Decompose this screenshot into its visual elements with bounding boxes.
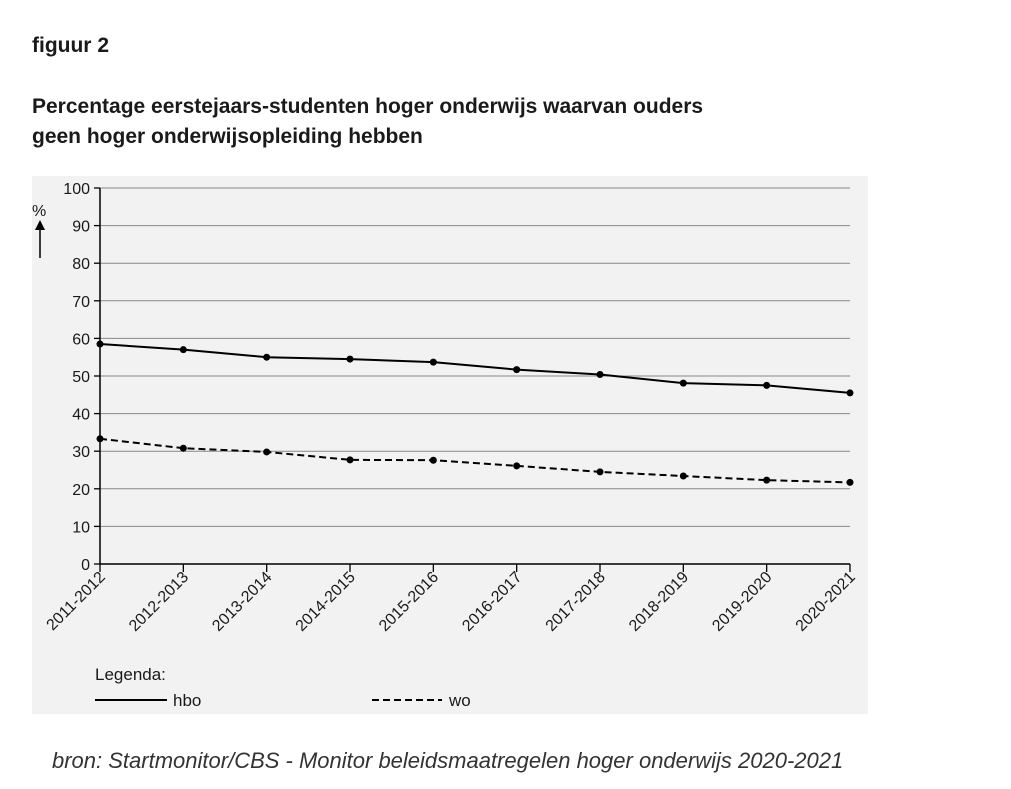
figure-label: figuur 2 xyxy=(32,34,109,57)
data-point-wo-2019-2020 xyxy=(763,476,771,484)
grid-lines xyxy=(100,187,850,527)
data-point-wo-2016-2017 xyxy=(513,462,521,470)
x-tick-labels: 2011-2012 2012-2013 2013-2014 2014-2015 2015… xyxy=(44,569,859,635)
legend-title: Legenda: xyxy=(95,665,166,684)
legend: Legenda: hbo wo xyxy=(95,665,471,710)
chart-title: Percentage eerstejaars-studenten hoger o… xyxy=(32,92,892,152)
x-tick-label-2012-2013: 2012-2013 xyxy=(126,569,192,635)
series-line-hbo xyxy=(99,343,851,394)
y-axis-up-arrow-icon xyxy=(35,220,45,230)
x-tick-label-2017-2018: 2017-2018 xyxy=(543,569,609,635)
legend-wo-label: wo xyxy=(448,691,471,710)
y-tick-label-50: 50 xyxy=(72,369,90,386)
source-note: bron: Startmonitor/CBS - Monitor beleids… xyxy=(52,748,844,773)
y-tick-label-100: 100 xyxy=(63,181,90,198)
data-point-wo-2015-2016 xyxy=(429,456,437,464)
x-tick-label-2014-2015: 2014-2015 xyxy=(293,569,359,635)
data-point-hbo-2012-2013 xyxy=(179,346,187,354)
data-point-hbo-2019-2020 xyxy=(763,381,771,389)
y-tick-label-10: 10 xyxy=(72,519,90,536)
chart-title-line-2: geen hoger onderwijsopleiding hebben xyxy=(32,125,423,148)
data-point-wo-2020-2021 xyxy=(846,478,854,486)
x-tick-label-2016-2017: 2016-2017 xyxy=(459,569,525,635)
legend-hbo-label: hbo xyxy=(173,691,201,710)
y-tick-label-40: 40 xyxy=(72,407,90,424)
data-point-wo-2017-2018 xyxy=(596,468,604,476)
series-lines xyxy=(96,340,854,486)
y-tick-label-90: 90 xyxy=(72,219,90,236)
y-tick-labels: 0 10 20 30 40 50 60 70 80 90 100 xyxy=(63,181,90,574)
data-point-hbo-2017-2018 xyxy=(596,370,604,378)
x-tick-label-2020-2021: 2020-2021 xyxy=(793,569,859,635)
y-tick-label-30: 30 xyxy=(72,444,90,461)
x-tick-label-2018-2019: 2018-2019 xyxy=(626,569,692,635)
data-point-hbo-2014-2015 xyxy=(346,355,354,363)
y-tick-label-20: 20 xyxy=(72,482,90,499)
data-point-hbo-2013-2014 xyxy=(263,353,271,361)
data-point-wo-2013-2014 xyxy=(263,448,271,456)
chart-title-line-1: Percentage eerstejaars-studenten hoger o… xyxy=(32,95,704,118)
data-point-wo-2014-2015 xyxy=(346,456,354,464)
x-tick-label-2015-2016: 2015-2016 xyxy=(376,569,442,635)
x-tick-label-2011-2012: 2011-2012 xyxy=(44,569,109,634)
data-point-hbo-2018-2019 xyxy=(679,379,687,387)
data-point-hbo-2015-2016 xyxy=(429,358,437,366)
x-tick-label-2013-2014: 2013-2014 xyxy=(209,569,275,635)
y-tick-label-0: 0 xyxy=(81,557,90,574)
y-tick-label-70: 70 xyxy=(72,294,90,311)
data-point-wo-2018-2019 xyxy=(679,472,687,480)
y-tick-label-80: 80 xyxy=(72,256,90,273)
chart-panel: 0 10 20 30 40 50 60 70 80 90 100 2011-2012 2012-201… xyxy=(32,176,868,714)
x-tick-label-2019-2020: 2019-2020 xyxy=(709,569,775,635)
axes xyxy=(94,187,851,572)
y-axis-unit-label: % xyxy=(32,203,46,220)
y-unit: % xyxy=(32,203,46,258)
data-point-wo-2011-2012 xyxy=(96,435,104,443)
data-point-hbo-2020-2021 xyxy=(846,389,854,397)
data-point-wo-2012-2013 xyxy=(179,444,187,452)
y-tick-label-60: 60 xyxy=(72,331,90,348)
series-line-wo xyxy=(99,437,851,484)
data-point-hbo-2016-2017 xyxy=(513,366,521,374)
data-point-hbo-2011-2012 xyxy=(96,340,104,348)
line-chart: 0 10 20 30 40 50 60 70 80 90 100 2011-2012 2012-201… xyxy=(32,181,859,710)
